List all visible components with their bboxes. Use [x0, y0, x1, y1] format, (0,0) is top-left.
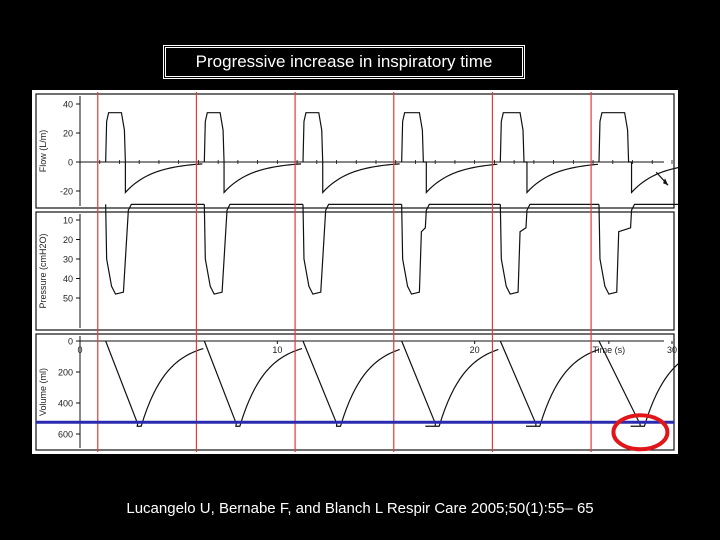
flow-arrowhead [663, 178, 669, 186]
slide-title: Progressive increase in inspiratory time [165, 47, 523, 77]
volume-trace [203, 340, 303, 427]
y-tick-label: 400 [58, 399, 73, 409]
slide-title-frame: Progressive increase in inspiratory time [163, 45, 525, 79]
panel-frame [35, 333, 675, 451]
y-tick-label: 0 [68, 158, 73, 168]
pressure-trace [598, 203, 684, 295]
flow-trace [105, 112, 203, 194]
x-tick-label: 20 [470, 345, 480, 355]
highlight-circle [611, 413, 670, 452]
y-tick-label: 40 [63, 274, 73, 284]
y-tick-label: 30 [63, 255, 73, 265]
x-tick-label: Time (s) [593, 345, 626, 355]
x-tick-label: 30 [667, 345, 677, 355]
citation-caption: Lucangelo U, Bernabe F, and Blanch L Res… [126, 500, 594, 517]
pressure-trace [499, 203, 599, 295]
volume-trace [105, 340, 204, 427]
volume-trace [401, 340, 499, 427]
flow-trace [598, 112, 682, 194]
y-axis-label: Pressure (cmH2O) [38, 233, 48, 308]
panel-frame [35, 93, 675, 209]
y-tick-label: 20 [63, 235, 73, 245]
panel-frame [35, 211, 675, 331]
y-axis-label: Volume (ml) [38, 368, 48, 416]
x-tick-label: 10 [272, 345, 282, 355]
y-tick-label: 200 [58, 368, 73, 378]
volume-trace [499, 340, 600, 427]
x-tick-label: 0 [77, 345, 82, 355]
flow-trace [203, 112, 302, 194]
ventilator-waveform-figure: 40 20 0 -20 Flow (L/m) 50 40 30 20 10 Pressure (cm… [32, 90, 684, 454]
flow-trace [401, 112, 498, 194]
y-tick-label: -20 [60, 187, 73, 197]
flow-trace [302, 112, 400, 194]
y-axis-label: Flow (L/m) [38, 130, 48, 173]
pressure-trace [203, 203, 303, 295]
y-tick-label: 10 [63, 216, 73, 226]
pressure-trace [105, 203, 205, 295]
y-tick-label: 50 [63, 294, 73, 304]
pressure-trace [302, 203, 402, 295]
y-tick-label: 40 [63, 100, 73, 110]
volume-trace [302, 340, 400, 427]
y-tick-label: 20 [63, 129, 73, 139]
volume-trace [598, 340, 684, 427]
pressure-trace [401, 203, 501, 295]
flow-trace [499, 112, 599, 194]
y-tick-label: 600 [58, 430, 73, 440]
y-tick-label: 0 [68, 337, 73, 347]
